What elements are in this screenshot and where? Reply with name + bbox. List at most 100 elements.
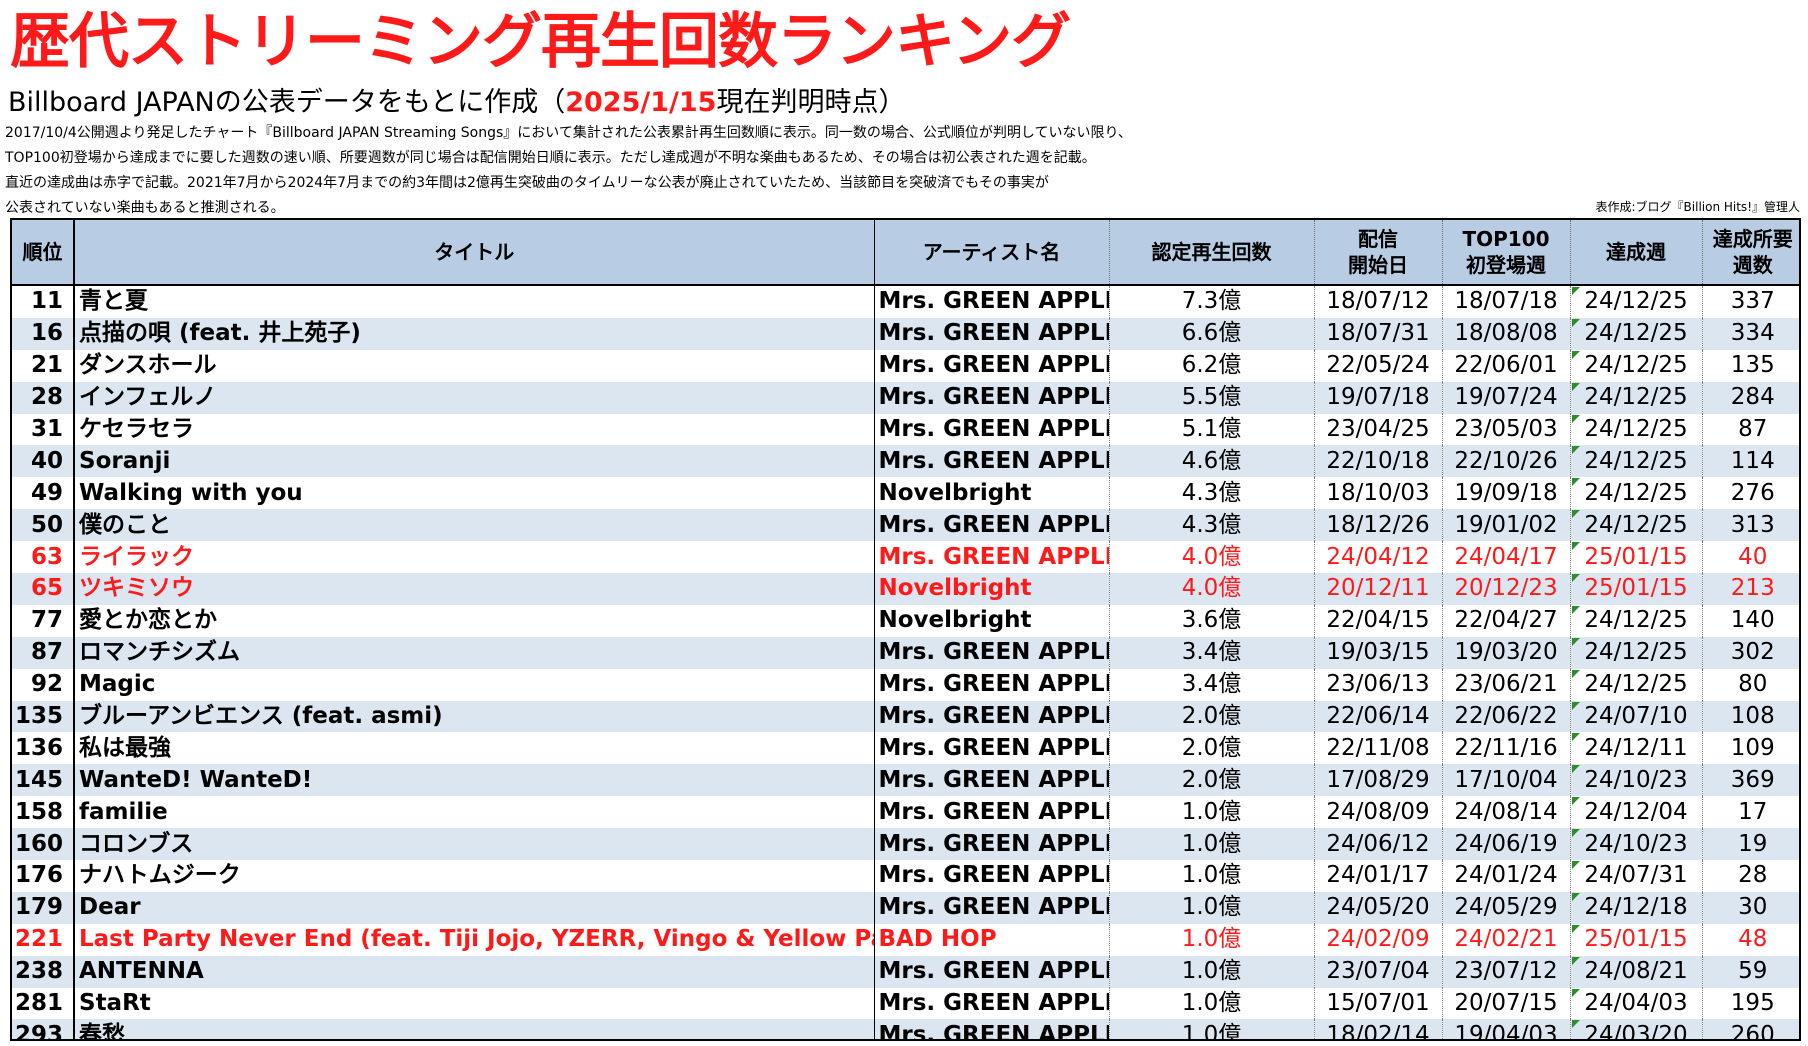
cell-artist: Novelbright [874,477,1110,510]
cell-achieved-week: 24/04/03 [1570,987,1703,1020]
cell-weeks: 313 [1702,509,1799,542]
header-weeks-line2: 週数 [1732,253,1773,277]
note-line-4: 公表されていない楽曲もあると推測される。 [5,200,285,216]
cell-achieved-week: 24/12/25 [1570,285,1703,318]
cell-title: familie [74,796,875,829]
cell-rank: 49 [12,477,75,510]
cell-debut-week: 20/07/15 [1442,987,1571,1020]
cell-title: Walking with you [74,477,875,510]
cell-title: ナハトムジーク [74,860,875,892]
cell-weeks: 108 [1702,700,1799,733]
cell-plays: 1.0億 [1109,923,1315,956]
cell-rank: 77 [12,604,75,637]
cell-artist: Mrs. GREEN APPLE [874,1019,1110,1039]
cell-weeks: 135 [1702,349,1799,382]
cell-release-date: 19/07/18 [1314,381,1443,414]
cell-title: 私は最強 [74,732,875,765]
table-row: 160 コロンブス Mrs. GREEN APPLE 1.0億 24/06/12 24/0… [12,828,1799,861]
cell-rank: 50 [12,509,75,542]
cell-rank: 135 [12,700,75,733]
header-weeks: 達成所要 週数 [1702,220,1799,286]
cell-release-date: 23/06/13 [1314,668,1443,701]
cell-title: ケセラセラ [74,413,875,446]
cell-title: WanteD! WanteD! [74,764,875,797]
cell-weeks: 334 [1702,317,1799,350]
cell-release-date: 19/03/15 [1314,636,1443,669]
cell-title: コロンブス [74,828,875,861]
cell-title: ライラック [74,541,875,574]
cell-title: 点描の唄 (feat. 井上苑子) [74,317,875,350]
cell-plays: 6.2億 [1109,349,1315,382]
cell-artist: Mrs. GREEN APPLE [874,445,1110,478]
cell-rank: 87 [12,636,75,669]
cell-achieved-week: 24/12/11 [1570,732,1703,765]
cell-rank: 16 [12,317,75,350]
table-body: 11 青と夏 Mrs. GREEN APPLE 7.3億 18/07/12 18/07/1… [12,285,1799,1039]
header-artist: アーティスト名 [874,220,1110,286]
table-row: 65 ツキミソウ Novelbright 4.0億 20/12/11 20/12/23 25… [12,573,1799,605]
cell-weeks: 30 [1702,891,1799,924]
header-debut-line2: 初登場週 [1466,253,1546,277]
cell-debut-week: 22/04/27 [1442,604,1571,637]
cell-plays: 1.0億 [1109,828,1315,861]
cell-weeks: 213 [1702,573,1799,605]
cell-title: 愛とか恋とか [74,604,875,637]
cell-achieved-week: 25/01/15 [1570,573,1703,605]
cell-weeks: 48 [1702,923,1799,956]
header-rank: 順位 [12,220,75,286]
cell-rank: 136 [12,732,75,765]
cell-release-date: 22/06/14 [1314,700,1443,733]
cell-release-date: 24/08/09 [1314,796,1443,829]
cell-achieved-week: 24/12/25 [1570,668,1703,701]
cell-title: Dear [74,891,875,924]
cell-plays: 5.1億 [1109,413,1315,446]
cell-rank: 31 [12,413,75,446]
table-row: 145 WanteD! WanteD! Mrs. GREEN APPLE 2.0億 17… [12,764,1799,797]
cell-artist: Mrs. GREEN APPLE [874,541,1110,574]
cell-achieved-week: 24/12/25 [1570,509,1703,542]
cell-artist: Mrs. GREEN APPLE [874,317,1110,350]
note-line-2: TOP100初登場から達成までに要した週数の速い順、所要週数が同じ場合は配信開始… [5,150,1096,166]
cell-debut-week: 20/12/23 [1442,573,1571,605]
header-plays: 認定再生回数 [1109,220,1315,286]
cell-release-date: 18/10/03 [1314,477,1443,510]
cell-rank: 160 [12,828,75,861]
cell-plays: 4.6億 [1109,445,1315,478]
cell-achieved-week: 24/12/25 [1570,317,1703,350]
table-row: 87 ロマンチシズム Mrs. GREEN APPLE 3.4億 19/03/15 19/… [12,636,1799,669]
cell-artist: Novelbright [874,604,1110,637]
cell-achieved-week: 24/12/25 [1570,445,1703,478]
cell-debut-week: 24/08/14 [1442,796,1571,829]
cell-debut-week: 24/04/17 [1442,541,1571,574]
cell-debut-week: 19/07/24 [1442,381,1571,414]
cell-weeks: 302 [1702,636,1799,669]
cell-artist: Mrs. GREEN APPLE [874,285,1110,318]
cell-title: StaRt [74,987,875,1020]
page-subtitle: Billboard JAPANの公表データをもとに作成（2025/1/15現在判… [8,86,905,120]
cell-release-date: 24/02/09 [1314,923,1443,956]
table-row: 21 ダンスホール Mrs. GREEN APPLE 6.2億 22/05/24 22/0… [12,349,1799,382]
cell-plays: 1.0億 [1109,987,1315,1020]
cell-rank: 281 [12,987,75,1020]
cell-artist: Mrs. GREEN APPLE [874,413,1110,446]
cell-rank: 65 [12,573,75,605]
cell-title: Soranji [74,445,875,478]
cell-weeks: 276 [1702,477,1799,510]
note-line-1: 2017/10/4公開週より発足したチャート『Billboard JAPAN S… [5,125,1132,141]
table-row: 176 ナハトムジーク Mrs. GREEN APPLE 1.0億 24/01/17 24… [12,860,1799,892]
cell-debut-week: 22/11/16 [1442,732,1571,765]
cell-plays: 1.0億 [1109,1019,1315,1039]
cell-debut-week: 23/06/21 [1442,668,1571,701]
cell-plays: 1.0億 [1109,860,1315,892]
cell-debut-week: 18/08/08 [1442,317,1571,350]
header-weeks-line1: 達成所要 [1712,227,1793,251]
cell-achieved-week: 24/12/25 [1570,381,1703,414]
cell-artist: Mrs. GREEN APPLE [874,349,1110,382]
table-row: 158 familie Mrs. GREEN APPLE 1.0億 24/08/09 24… [12,796,1799,829]
cell-debut-week: 19/09/18 [1442,477,1571,510]
cell-debut-week: 19/04/03 [1442,1019,1571,1039]
cell-rank: 176 [12,860,75,892]
cell-weeks: 28 [1702,860,1799,892]
table-row: 77 愛とか恋とか Novelbright 3.6億 22/04/15 22/04/27 2… [12,604,1799,637]
cell-release-date: 24/04/12 [1314,541,1443,574]
